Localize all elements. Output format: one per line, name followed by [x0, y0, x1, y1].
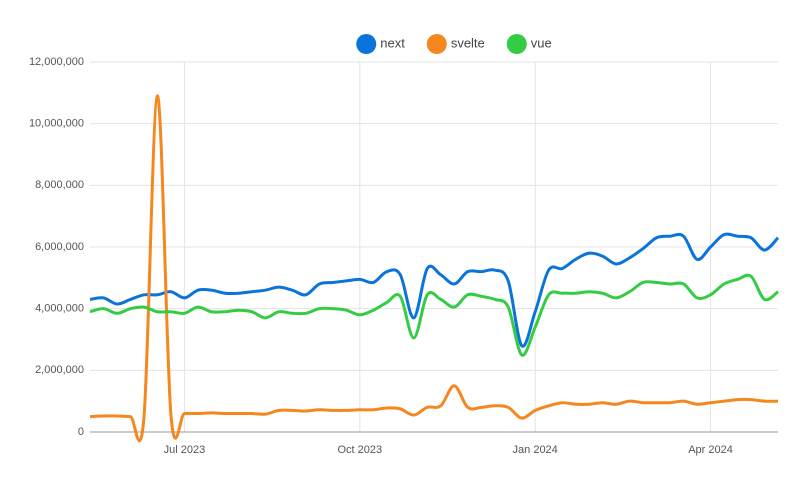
y-tick-label: 2,000,000 — [35, 364, 84, 376]
x-tick-label: Oct 2023 — [337, 444, 382, 456]
y-tick-label: 4,000,000 — [35, 303, 84, 315]
y-tick-label: 8,000,000 — [35, 179, 84, 191]
legend-label: next — [380, 35, 405, 50]
legend-swatch — [506, 34, 527, 54]
legend: next svelte vue — [356, 34, 552, 54]
legend-label: vue — [531, 35, 552, 50]
series-line — [89, 232, 780, 348]
series-line — [89, 94, 779, 443]
series-line — [89, 273, 779, 357]
x-tick-label: Jul 2023 — [164, 444, 206, 456]
y-tick-label: 6,000,000 — [35, 241, 84, 253]
legend-label: svelte — [451, 35, 485, 50]
legend-swatch — [426, 34, 447, 54]
legend-item[interactable]: next — [356, 34, 405, 54]
legend-item[interactable]: vue — [506, 34, 552, 54]
y-tick-label: 12,000,000 — [29, 56, 84, 68]
legend-swatch — [356, 34, 377, 54]
legend-item[interactable]: svelte — [426, 34, 485, 54]
y-tick-label: 0 — [78, 426, 84, 438]
x-tick-label: Jan 2024 — [513, 444, 558, 456]
y-tick-label: 10,000,000 — [29, 118, 84, 130]
x-tick-label: Apr 2024 — [688, 444, 733, 456]
